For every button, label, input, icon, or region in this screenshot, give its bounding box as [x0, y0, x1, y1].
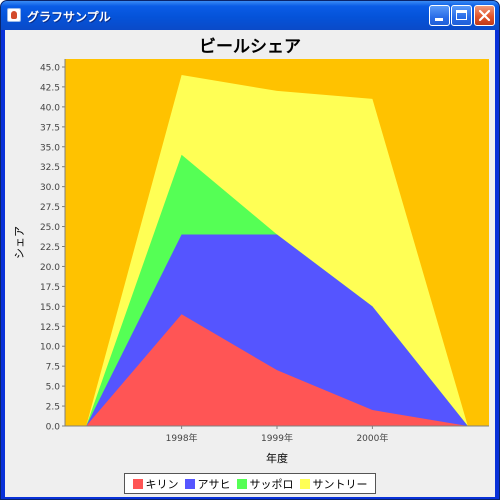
legend-label: サッポロ: [249, 477, 294, 491]
y-tick-label: 40.0: [40, 103, 60, 113]
maximize-button[interactable]: [451, 5, 472, 26]
x-tick-label: 1998年: [166, 432, 198, 444]
maximize-icon: [456, 10, 467, 20]
close-icon: [478, 9, 491, 22]
chart-legend: キリン アサヒ サッポロ サントリー: [124, 473, 376, 494]
legend-swatch: [132, 478, 143, 489]
legend-label: アサヒ: [197, 477, 231, 491]
legend-item-4: サントリー: [299, 476, 368, 492]
minimize-button[interactable]: [429, 5, 450, 26]
chart-title: ビールシェア: [199, 37, 301, 57]
x-axis-title: 年度: [266, 451, 288, 465]
chart-panel: ビールシェア 0.0 2.5 5.0 7.5 10.0 12.5 15.0 17.5 20.0 2…: [5, 30, 495, 497]
x-tick-label: 1999年: [261, 432, 293, 444]
y-tick-label: 37.5: [40, 123, 60, 133]
legend-swatch: [184, 478, 195, 489]
legend-item-1: キリン: [132, 476, 179, 492]
minimize-icon: [435, 18, 443, 21]
y-tick-label: 2.5: [46, 403, 60, 413]
window-title: グラフサンプル: [27, 10, 111, 24]
java-cup-icon[interactable]: [7, 8, 21, 22]
y-tick-label: 27.5: [40, 203, 60, 213]
y-tick-label: 20.0: [40, 263, 60, 273]
legend-item-2: アサヒ: [184, 476, 231, 492]
y-tick-label: 0.0: [46, 423, 61, 433]
area-series-1: [86, 314, 468, 426]
title-bar[interactable]: グラフサンプル: [1, 1, 499, 30]
y-tick-label: 10.0: [40, 343, 60, 353]
legend-label: サントリー: [312, 477, 368, 491]
x-tick-label: 2000年: [356, 432, 388, 444]
y-tick-label: 30.0: [40, 183, 60, 193]
y-tick-label: 5.0: [46, 383, 61, 393]
legend-swatch: [236, 478, 247, 489]
y-tick-label: 32.5: [40, 163, 60, 173]
legend-item-3: サッポロ: [236, 476, 294, 492]
y-tick-label: 15.0: [40, 303, 60, 313]
y-tick-label: 25.0: [40, 223, 60, 233]
y-tick-label: 22.5: [40, 243, 60, 253]
y-tick-label: 45.0: [40, 63, 60, 73]
y-tick-label: 17.5: [40, 283, 60, 293]
legend-label: キリン: [145, 477, 179, 491]
y-axis-title: シェア: [13, 226, 26, 259]
area-chart: 0.0 2.5 5.0 7.5 10.0 12.5 15.0 17.5 20.0 22.5 25.0…: [13, 59, 489, 465]
y-tick-label: 12.5: [40, 323, 60, 333]
legend-swatch: [299, 478, 310, 489]
close-button[interactable]: [474, 5, 495, 26]
y-tick-label: 7.5: [46, 363, 60, 373]
y-tick-label: 42.5: [40, 83, 60, 93]
y-tick-label: 35.0: [40, 143, 60, 153]
